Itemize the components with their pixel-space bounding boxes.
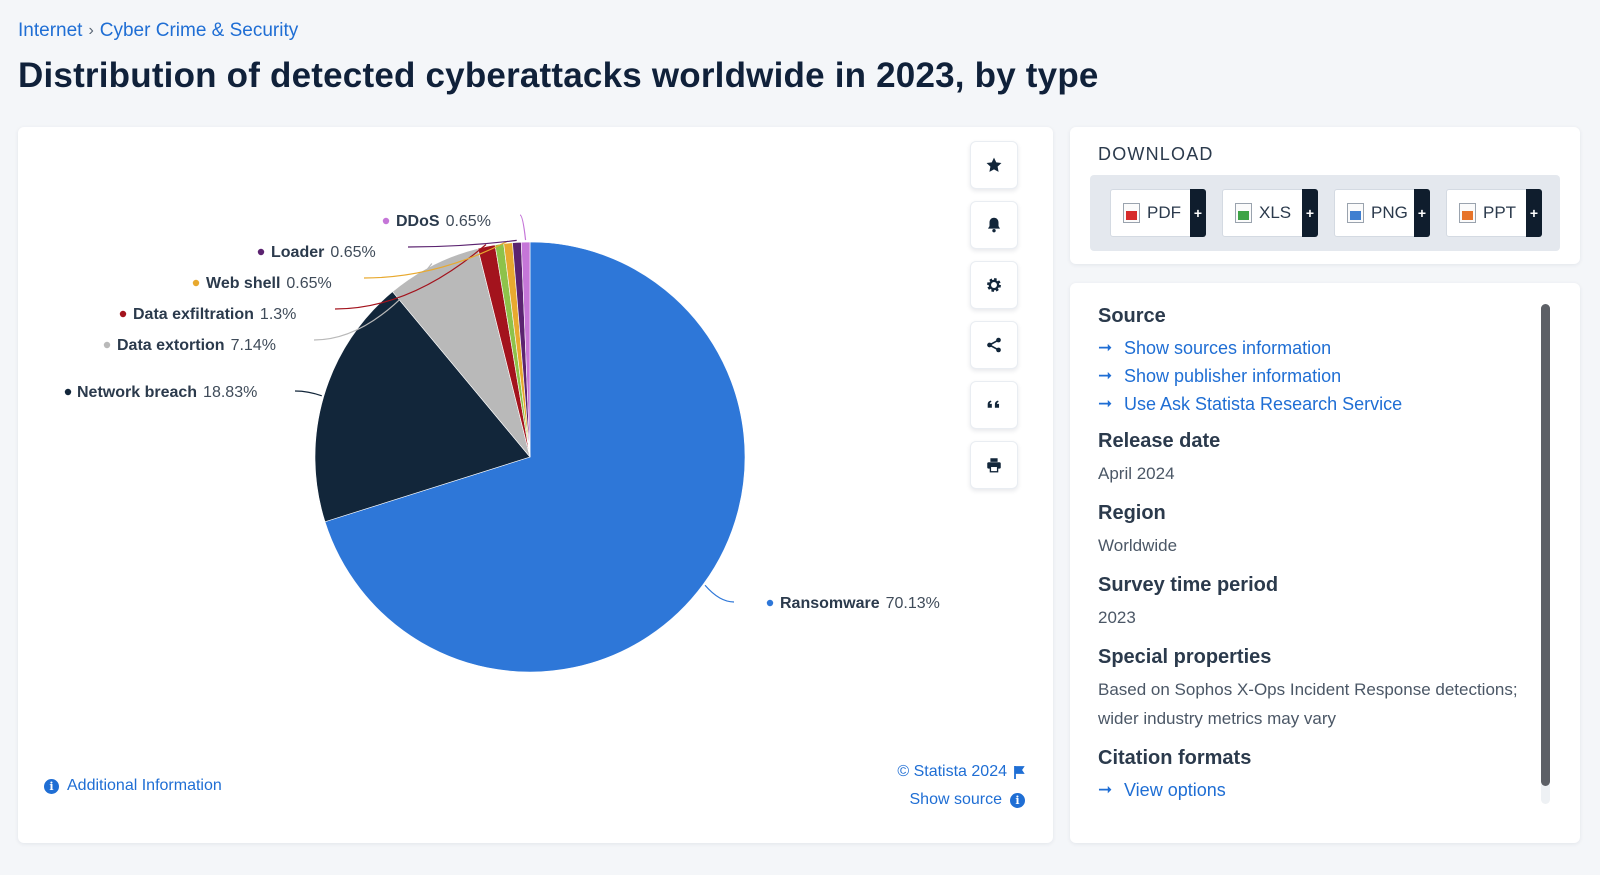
ask-statista-text: Use Ask Statista Research Service [1124,394,1403,414]
region-heading: Region [1098,502,1166,524]
info-icon: i [44,778,59,794]
png-label: PNG [1371,203,1408,222]
leader-line [519,214,527,241]
ask-statista-link[interactable]: ➞ Use Ask Statista Research Service [1098,390,1538,418]
breadcrumb-separator: › [88,22,94,39]
legend-dot [64,388,72,396]
special-properties-heading: Special properties [1098,646,1272,668]
share-button[interactable] [970,321,1018,369]
png-file-icon [1347,203,1364,223]
region-value: Worldwide [1098,536,1178,555]
show-sources-text: Show sources information [1124,338,1332,358]
breadcrumb-internet[interactable]: Internet [18,20,83,41]
show-publisher-text: Show publisher information [1124,366,1342,386]
data-label: Data exfiltration 1.3% [133,306,296,323]
legend-dot [192,279,200,287]
flag-icon [1014,765,1025,779]
chart-toolbar [970,141,1018,501]
view-options-link[interactable]: ➞ View options [1098,776,1538,804]
xls-label: XLS [1259,203,1292,222]
star-icon [986,157,1002,172]
source-heading: Source [1098,305,1166,327]
release-date-heading: Release date [1098,430,1221,452]
show-source-link[interactable]: Show source i [909,791,1025,809]
additional-information-text: Additional Information [67,777,222,794]
additional-information-link[interactable]: i Additional Information [44,777,222,795]
bell-icon [987,217,1001,233]
show-publisher-link[interactable]: ➞ Show publisher information [1098,362,1538,390]
statistic-details-card: Source ➞ Show sources information ➞ Show p… [1070,283,1580,843]
download-png-button[interactable]: PNG + [1334,189,1430,237]
pdf-file-icon [1123,203,1140,223]
arrow-right-icon: ➞ [1098,366,1113,385]
ppt-label: PPT [1483,203,1517,222]
print-button[interactable] [970,441,1018,489]
leader-line [407,239,517,248]
show-source-text: Show source [909,791,1003,808]
page-title: Distribution of detected cyberattacks wo… [18,56,1099,95]
leader-line [294,390,322,397]
download-ppt-button[interactable]: PPT + [1446,189,1542,237]
data-label: DDoS 0.65% [396,213,491,230]
legend-dot [257,248,265,256]
pdf-label: PDF [1147,203,1181,222]
legend-dot [766,599,774,607]
citation-formats-heading: Citation formats [1098,747,1252,769]
data-label: Network breach 18.83% [77,384,257,401]
xls-file-icon [1235,203,1252,223]
pie-slice-ddos[interactable] [520,241,531,458]
data-label: Loader 0.65% [271,244,376,261]
legend-dot [119,310,127,318]
data-label: Ransomware 70.13% [780,595,940,612]
pie-chart: Ransomware 70.13% Network breach 18.83% Data… [64,213,940,673]
favorite-button[interactable] [970,141,1018,189]
xls-plus-button[interactable]: + [1302,189,1318,237]
download-xls-button[interactable]: XLS + [1222,189,1318,237]
ppt-plus-button[interactable]: + [1526,189,1542,237]
legend-dot [382,217,390,225]
arrow-right-icon: ➞ [1098,394,1113,413]
arrow-right-icon: ➞ [1098,780,1113,799]
statistic-details: Source ➞ Show sources information ➞ Show p… [1098,305,1538,804]
survey-period-value: 2023 [1098,608,1136,627]
share-icon [987,337,1001,353]
pie-slice-ransomware[interactable] [324,241,746,673]
download-buttons: PDF + XLS + PNG + PPT + [1090,175,1560,251]
info-icon: i [1010,792,1025,808]
survey-period-heading: Survey time period [1098,574,1279,596]
download-title: DOWNLOAD [1098,144,1214,164]
release-date-value: April 2024 [1098,464,1175,483]
source-section: Source ➞ Show sources information ➞ Show p… [1098,305,1538,418]
breadcrumb-cyber-crime[interactable]: Cyber Crime & Security [99,20,299,41]
pie-slice-network-breach[interactable] [314,291,531,523]
data-label: Data extortion 7.14% [117,337,276,354]
copyright-text: © Statista 2024 [897,763,1007,780]
chart-card: Ransomware 70.13% Network breach 18.83% Data… [18,127,1053,843]
png-plus-button[interactable]: + [1414,189,1430,237]
ppt-file-icon [1459,203,1476,223]
settings-button[interactable] [970,261,1018,309]
quote-icon [987,400,1000,408]
leader-line [363,240,509,279]
notification-button[interactable] [970,201,1018,249]
statista-copyright[interactable]: © Statista 2024 [897,763,1025,781]
leader-line [313,263,433,341]
data-label: Web shell 0.65% [206,275,332,292]
legend-dot [103,341,111,349]
cite-button[interactable] [970,381,1018,429]
arrow-right-icon: ➞ [1098,338,1113,357]
special-properties-value: Based on Sophos X-Ops Incident Response … [1098,680,1518,728]
download-pdf-button[interactable]: PDF + [1110,189,1206,237]
gear-icon [987,278,1001,292]
details-scrollbar-thumb[interactable] [1541,304,1550,786]
show-sources-link[interactable]: ➞ Show sources information [1098,334,1538,362]
print-icon [987,458,1001,473]
leader-line [704,584,735,603]
view-options-text: View options [1124,780,1226,800]
breadcrumb: Internet › Cyber Crime & Security [18,20,298,42]
pdf-plus-button[interactable]: + [1190,189,1206,237]
download-card: DOWNLOAD PDF + XLS + PNG + PPT + [1070,127,1580,264]
